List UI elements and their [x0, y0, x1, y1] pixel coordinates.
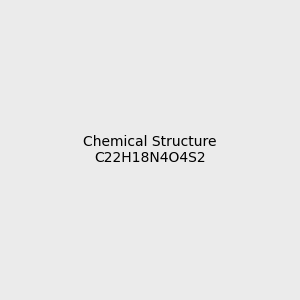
Text: Chemical Structure
C22H18N4O4S2: Chemical Structure C22H18N4O4S2 — [83, 135, 217, 165]
